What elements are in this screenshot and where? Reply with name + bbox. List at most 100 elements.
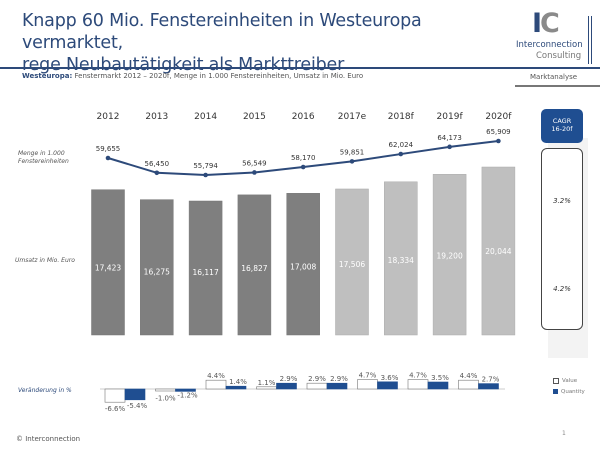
value-bar-label: 20,044	[485, 247, 511, 256]
change-label-quantity: 1.4%	[229, 378, 247, 386]
quantity-point	[300, 164, 306, 170]
change-bar-value	[256, 386, 277, 390]
row-label-quantity-2: Fenstereinheiten	[18, 158, 69, 165]
quantity-label: 55,794	[193, 162, 218, 170]
change-label-quantity: -1.2%	[177, 391, 198, 399]
value-bar-label: 17,506	[339, 260, 365, 269]
change-bar-quantity	[175, 388, 196, 392]
value-bar	[188, 200, 223, 336]
change-label-value: 4.4%	[460, 372, 478, 380]
change-bar-quantity	[276, 382, 297, 390]
value-bar-label: 17,423	[95, 263, 121, 272]
change-label-quantity: 2.7%	[482, 376, 500, 384]
section-label: Marktanalyse	[530, 73, 578, 81]
year-label: 2014	[194, 112, 217, 122]
quantity-point	[105, 155, 111, 161]
change-label-value: 1.1%	[258, 379, 276, 387]
section-divider	[515, 85, 600, 87]
year-label: 2020f	[485, 112, 512, 122]
cagr-header: CAGR 16-20f	[541, 109, 583, 143]
cagr-box	[541, 148, 583, 330]
title-line-1: Knapp 60 Mio. Fenstereinheiten in Westeu…	[22, 11, 422, 53]
quantity-label: 58,170	[291, 154, 316, 162]
row-label-value: Umsatz in Mio. Euro	[15, 257, 75, 264]
legend-swatch-quantity	[553, 389, 558, 394]
legend-swatch-value	[553, 377, 559, 384]
change-bar-quantity	[377, 381, 398, 390]
value-bar	[286, 193, 320, 336]
change-label-quantity: -5.4%	[127, 402, 148, 410]
value-bar-label: 17,008	[290, 263, 316, 272]
legend: Value Quantity	[553, 376, 585, 398]
value-bar	[335, 188, 369, 336]
change-bar-value	[104, 388, 126, 403]
value-bar	[481, 166, 516, 336]
change-bar-value	[306, 382, 328, 390]
change-bar-value	[155, 388, 176, 392]
quantity-label: 56,450	[145, 160, 170, 168]
copyright: © Interconnection	[16, 435, 81, 443]
logo-mark: IC	[532, 8, 560, 39]
change-label-quantity: 3.5%	[431, 374, 449, 382]
year-label: 2012	[97, 112, 120, 122]
value-bar	[384, 181, 418, 336]
row-label-quantity-1: Menge in 1.000	[18, 150, 65, 157]
quantity-label: 59,655	[96, 145, 121, 153]
quantity-point	[203, 172, 208, 178]
quantity-point	[349, 159, 355, 164]
value-bar	[140, 199, 174, 336]
cagr-title-line-2: 16-20f	[551, 125, 573, 133]
logo-bars-icon	[588, 16, 592, 64]
change-label-value: -6.6%	[105, 405, 126, 413]
value-bar	[237, 194, 272, 336]
cagr-value: 4.2%	[553, 285, 571, 293]
value-bar	[432, 174, 467, 336]
change-label-value: 4.7%	[359, 372, 377, 380]
year-label: 2015	[243, 112, 266, 122]
value-bar-label: 18,334	[388, 256, 414, 265]
subtitle-region: Westeuropa:	[22, 72, 73, 80]
quantity-point	[252, 170, 257, 175]
change-bar-value	[407, 379, 429, 390]
change-bar-quantity	[225, 385, 247, 390]
quantity-label: 56,549	[242, 159, 267, 167]
change-bar-value	[205, 379, 227, 390]
cagr-quantity: 3.2%	[553, 197, 571, 205]
year-label: 2017e	[338, 112, 367, 122]
change-label-quantity: 3.6%	[381, 374, 399, 382]
header-divider	[0, 67, 600, 69]
change-bar-quantity	[427, 381, 449, 390]
subtitle-text: Fenstermarkt 2012 – 2020f, Menge in 1.00…	[72, 72, 364, 80]
page-number: 1	[562, 430, 566, 437]
value-bar-label: 19,200	[436, 251, 462, 260]
quantity-point	[398, 151, 404, 157]
company-logo: IC Interconnection Consulting	[512, 8, 592, 64]
year-label: 2013	[145, 112, 168, 122]
quantity-label: 59,851	[340, 148, 365, 156]
change-bar-value	[357, 379, 378, 390]
change-label-quantity: 2.9%	[280, 375, 298, 383]
change-bar-value	[458, 379, 479, 390]
logo-line-1: Interconnection	[516, 40, 583, 50]
year-label: 2019f	[437, 112, 464, 122]
change-label-value: -1.0%	[155, 394, 176, 402]
quantity-label: 65,909	[486, 128, 511, 136]
change-label-value: 2.9%	[308, 375, 326, 383]
year-label: 2018f	[388, 112, 415, 122]
year-label: 2016	[292, 112, 315, 122]
page-title: Knapp 60 Mio. Fenstereinheiten in Westeu…	[22, 10, 462, 76]
value-bar	[91, 189, 125, 336]
cagr-title-line-1: CAGR	[552, 117, 572, 125]
quantity-point	[447, 144, 452, 150]
row-labels: Menge in 1.000 Fenstereinheiten Umsatz i…	[15, 150, 75, 394]
legend-item-value: Value	[553, 376, 585, 387]
change-label-value: 4.4%	[207, 372, 225, 380]
row-label-change: Veränderung in %	[18, 387, 72, 394]
logo-line-2: Consulting	[536, 51, 582, 61]
change-bar-quantity	[124, 388, 146, 401]
quantity-point	[154, 170, 160, 176]
legend-item-quantity: Quantity	[553, 387, 585, 398]
chart-subtitle: Westeuropa: Fenstermarkt 2012 – 2020f, M…	[22, 72, 363, 80]
title-line-2: rege Neubautätigkeit als Markttreiber	[22, 55, 345, 75]
